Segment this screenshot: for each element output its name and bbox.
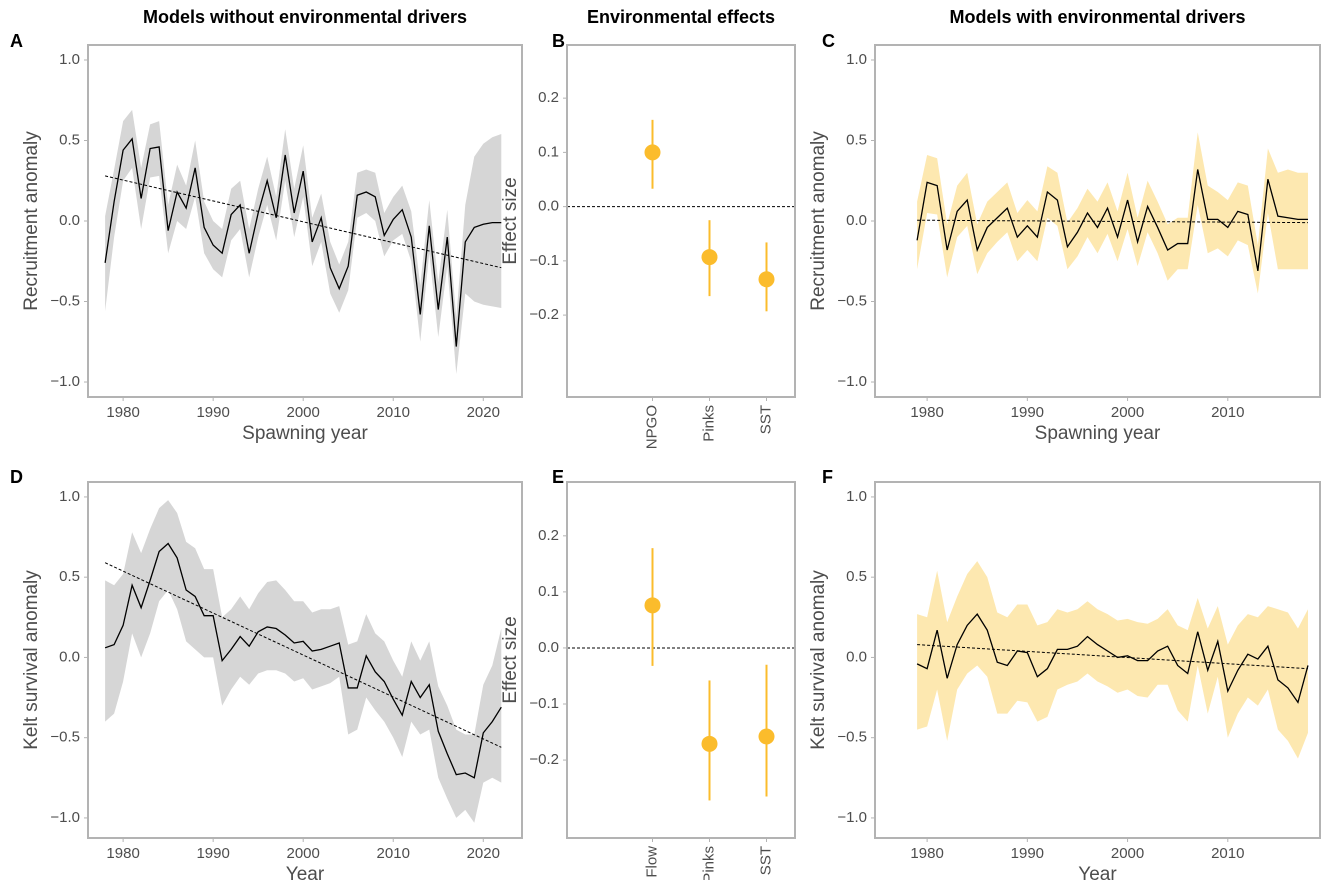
x-axis-title: Year [1078,864,1117,880]
trend-line [104,175,502,269]
y-axis-title: Kelt survival anomaly [21,570,42,750]
y-tick-label: −0.5 [837,292,867,309]
plot-frame [874,481,1321,839]
point-estimate [644,144,661,161]
point-estimate [701,249,718,266]
y-tick-label: 1.0 [59,488,80,505]
y-tick-label: −0.5 [50,292,80,309]
panel-label: D [10,467,23,487]
point-estimate [701,735,718,752]
y-axis-title: Recruitment anomaly [808,131,829,311]
y-tick-label: −0.1 [529,695,559,712]
x-tick-label: SST [757,846,774,875]
y-tick-label: 0.0 [538,198,559,215]
plot-frame [566,44,796,398]
x-tick-label: 2020 [467,404,500,421]
credible-band [105,500,502,823]
panel-label: A [10,31,23,51]
point-estimate [758,728,775,745]
y-tick-label: −0.2 [529,306,559,323]
y-tick-label: 0.2 [538,527,559,544]
y-tick-label: 0.1 [538,143,559,160]
x-tick-label: 1990 [1011,404,1044,421]
x-tick-label: 1980 [106,845,139,862]
point-estimate [644,597,661,614]
y-tick-label: 0.2 [538,89,559,106]
x-tick-label: Pinks [700,405,717,442]
y-axis-title: Kelt survival anomaly [808,570,829,750]
y-tick-label: −1.0 [837,373,867,390]
y-tick-label: −1.0 [50,373,80,390]
y-tick-label: −0.2 [529,751,559,768]
x-tick-label: SST [757,405,774,434]
x-tick-label: 2000 [287,845,320,862]
plot-frame [87,481,523,839]
y-tick-label: 0.0 [846,648,867,665]
x-axis-title: Spawning year [242,423,368,444]
x-tick-label: 2010 [1211,845,1244,862]
y-tick-label: 0.0 [59,648,80,665]
x-tick-label: 2010 [377,404,410,421]
y-tick-label: 1.0 [846,488,867,505]
y-tick-label: 0.0 [846,212,867,229]
x-tick-label: 1990 [196,404,229,421]
y-axis-title: Recruitment anomaly [21,131,42,311]
x-tick-label: 1990 [1011,845,1044,862]
plot-frame [874,44,1321,398]
x-axis-title: Spawning year [1035,423,1161,444]
y-tick-label: 0.0 [59,212,80,229]
x-tick-label: 2010 [377,845,410,862]
y-tick-label: 0.5 [59,131,80,148]
y-tick-label: 0.5 [846,131,867,148]
column-title: Models with environmental drivers [949,7,1245,27]
plot-frame [87,44,523,398]
y-tick-label: −1.0 [50,809,80,826]
point-estimate [758,271,775,288]
x-tick-label: 2010 [1211,404,1244,421]
panel-label: E [552,467,564,487]
x-tick-label: 1990 [196,845,229,862]
credible-band [917,561,1308,759]
mean-line [104,542,502,779]
y-axis-title: Effect size [500,616,521,703]
y-tick-label: 1.0 [59,51,80,68]
x-tick-label: 1980 [910,404,943,421]
panel-label: C [822,31,835,51]
mean-line [916,169,1308,272]
column-title: Environmental effects [587,7,775,27]
trend-line [104,562,502,748]
x-tick-label: 1980 [106,404,139,421]
x-tick-label: Flow [643,846,660,878]
y-tick-label: −1.0 [837,809,867,826]
y-tick-label: 0.5 [59,568,80,585]
y-tick-label: 0.0 [538,639,559,656]
y-tick-label: 0.5 [846,568,867,585]
panel-label: B [552,31,565,51]
y-tick-label: −0.5 [50,729,80,746]
x-tick-label: 1980 [910,845,943,862]
x-tick-label: 2000 [287,404,320,421]
mean-line [916,613,1309,704]
mean-line [104,137,502,347]
credible-band [917,132,1308,294]
x-tick-label: Pinks [700,846,717,880]
plot-frame [566,481,796,839]
x-tick-label: 2000 [1111,404,1144,421]
x-axis-title: Year [286,864,325,880]
y-axis-title: Effect size [500,177,521,264]
x-tick-label: 2000 [1111,845,1144,862]
x-tick-label: NPGO [643,405,660,449]
y-tick-label: −0.5 [837,729,867,746]
column-title: Models without environmental drivers [143,7,467,27]
trend-line [917,644,1309,670]
x-tick-label: 2020 [467,845,500,862]
panel-label: F [822,467,833,487]
credible-band [105,109,502,374]
y-tick-label: 1.0 [846,51,867,68]
y-tick-label: −0.1 [529,252,559,269]
y-tick-label: 0.1 [538,583,559,600]
